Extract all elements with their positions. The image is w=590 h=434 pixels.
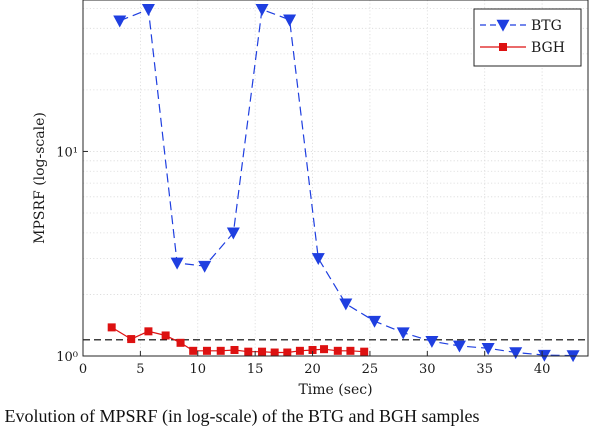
x-tick-label: 30: [419, 362, 436, 377]
x-tick-label: 20: [304, 362, 321, 377]
data-point-btg: [226, 227, 240, 240]
legend-box: [473, 8, 582, 67]
data-point-bgh: [127, 335, 136, 344]
data-point-bgh: [320, 345, 329, 354]
legend-item-bgh: BGH: [480, 40, 565, 56]
data-point-bgh: [360, 347, 369, 356]
data-point-btg: [368, 315, 382, 328]
data-point-btg: [311, 253, 325, 266]
axis-ticks: 0 5 10 15 20 25 30 35 40 10⁰ 10¹: [56, 145, 550, 377]
x-tick-label: 15: [247, 362, 264, 377]
series-bgh: [107, 323, 369, 357]
data-point-bgh: [308, 345, 317, 354]
data-point-bgh: [295, 346, 304, 355]
data-point-btg: [283, 14, 297, 27]
data-point-bgh: [144, 327, 153, 336]
data-point-btg: [509, 347, 523, 360]
data-point-bgh: [258, 347, 267, 356]
series-btg: [113, 4, 580, 363]
legend-label: BGH: [531, 40, 565, 56]
legend-marker: [496, 19, 510, 32]
series-layer: [107, 4, 580, 363]
data-point-btg: [452, 340, 466, 353]
data-point-bgh: [346, 346, 355, 355]
data-point-bgh: [202, 346, 211, 355]
data-point-bgh: [176, 338, 185, 347]
x-tick-label: 40: [534, 362, 551, 377]
data-point-bgh: [230, 345, 239, 354]
data-point-bgh: [216, 346, 225, 355]
x-tick-label: 35: [476, 362, 493, 377]
data-point-btg: [141, 4, 155, 16]
x-tick-label: 25: [362, 362, 379, 377]
legend: BTG BGH: [473, 8, 582, 67]
data-point-btg: [339, 298, 353, 311]
y-tick-label: 10¹: [56, 145, 78, 160]
data-point-bgh: [270, 348, 279, 357]
data-point-bgh: [189, 346, 198, 355]
series-line-btg: [119, 8, 574, 357]
data-point-btg: [113, 15, 127, 28]
legend-item-btg: BTG: [480, 18, 562, 34]
data-point-bgh: [244, 347, 253, 356]
x-axis-label: Time (sec): [298, 382, 372, 398]
legend-label: BTG: [531, 18, 562, 34]
data-point-btg: [198, 260, 212, 273]
y-axis-label: MPSRF (log-scale): [32, 112, 48, 244]
data-point-bgh: [333, 346, 342, 355]
y-tick-label: 10⁰: [56, 350, 78, 365]
data-point-bgh: [283, 348, 292, 357]
plot-frame: [82, 0, 589, 357]
data-point-btg: [425, 335, 439, 348]
data-point-btg: [255, 4, 269, 16]
data-point-bgh: [107, 323, 116, 332]
data-point-btg: [396, 327, 410, 340]
x-tick-label: 0: [79, 362, 87, 377]
grid: [82, 0, 588, 357]
x-tick-label: 5: [136, 362, 144, 377]
legend-marker: [499, 43, 507, 51]
data-point-bgh: [161, 331, 170, 340]
data-point-btg: [481, 343, 495, 355]
data-point-btg: [170, 257, 184, 270]
figure-caption: 3: Evolution of MPSRF (in log-scale) of …: [0, 406, 480, 426]
x-tick-label: 10: [189, 362, 206, 377]
